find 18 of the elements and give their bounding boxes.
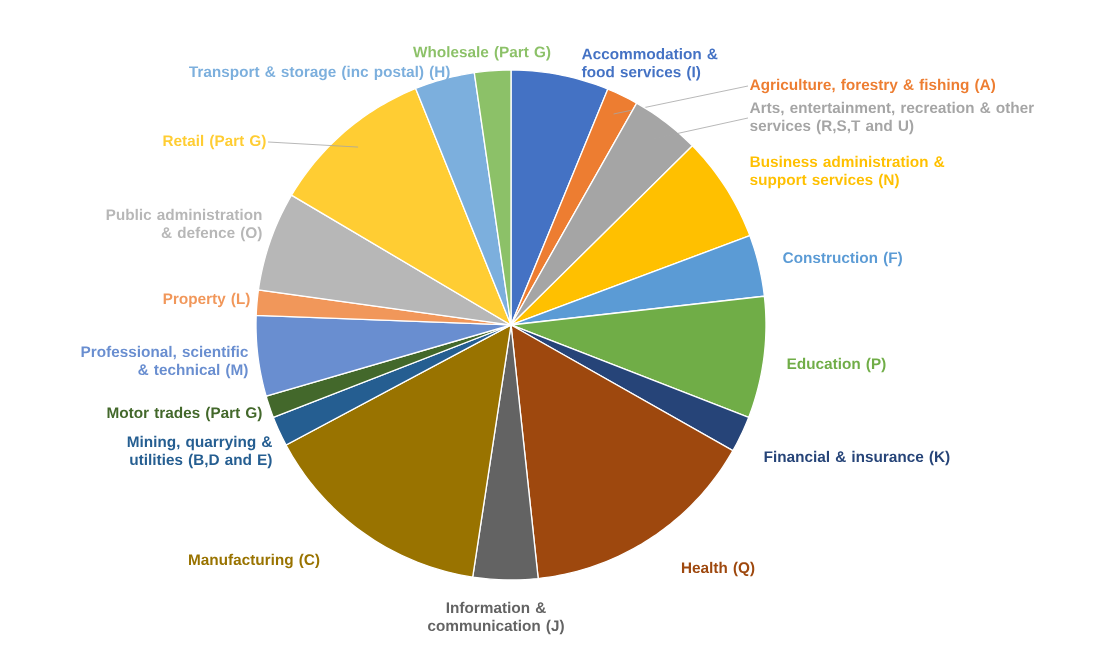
slice-label: Agriculture, forestry & fishing (A) bbox=[749, 78, 996, 94]
slice-label: Professional, scientific & technical (M) bbox=[81, 345, 248, 379]
slice-label: Construction (F) bbox=[783, 251, 902, 267]
slice-label: Transport & storage (inc postal) (H) bbox=[189, 65, 450, 81]
slice-label: Accommodation & food services (I) bbox=[581, 48, 718, 81]
slice-label: Health (Q) bbox=[681, 561, 755, 577]
slice-label: Education (P) bbox=[787, 357, 886, 373]
slice-label: Information & communication (J) bbox=[428, 601, 564, 635]
slice-label: Public administration & defence (O) bbox=[106, 208, 262, 242]
slice-label: Retail (Part G) bbox=[163, 134, 266, 150]
slice-label: Mining, quarrying & utilities (B,D and E) bbox=[127, 435, 272, 469]
slice-label: Business administration & support services (N) bbox=[750, 155, 945, 189]
slice-label: Motor trades (Part G) bbox=[107, 406, 262, 422]
slice-label: Manufacturing (C) bbox=[189, 553, 320, 569]
slice-label: Financial & insurance (K) bbox=[764, 450, 950, 466]
slice-label: Wholesale (Part G) bbox=[413, 46, 551, 61]
slice-label: Property (L) bbox=[163, 292, 250, 308]
slice-label: Arts, entertainment, recreation & other services (R,S,T and U) bbox=[749, 101, 1034, 135]
